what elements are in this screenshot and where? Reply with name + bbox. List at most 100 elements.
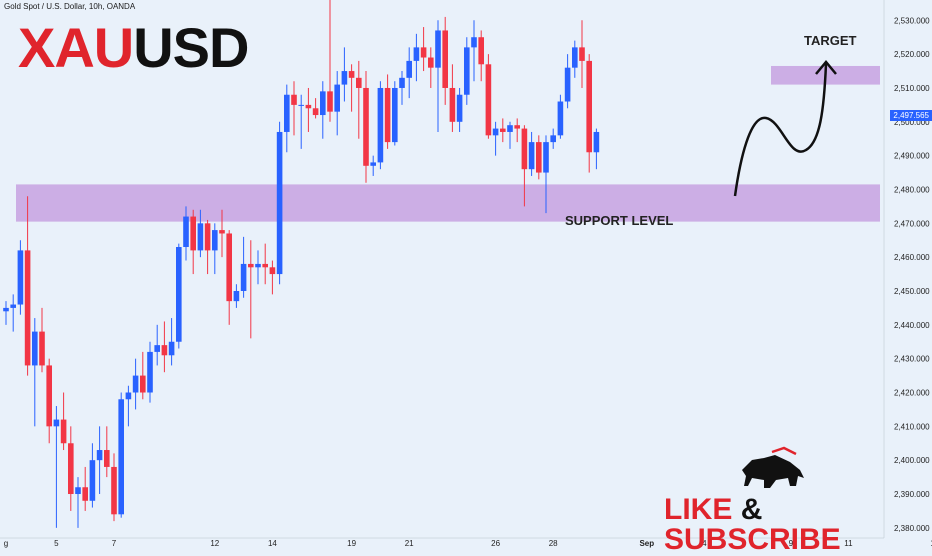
candle-body [536,142,542,173]
candle-body [10,304,16,308]
candle-body [240,263,247,291]
x-tick-label: 14 [268,539,277,548]
x-tick-label: Sep [639,539,654,548]
y-tick-label: 2,390.000 [894,490,930,499]
candle-body [276,131,283,275]
candle-body [543,142,549,173]
candle-body [514,125,520,129]
target-label: TARGET [804,33,857,48]
support-level-label: SUPPORT LEVEL [565,213,674,228]
x-tick-label: 5 [54,539,59,548]
candle-body [17,250,24,305]
candle-body [212,230,218,251]
candle-body [233,290,240,302]
candle-body [305,104,312,109]
bull-icon-accent [771,446,797,456]
candle-body [356,77,362,88]
candle-body [370,162,376,166]
candle-body [147,351,153,393]
candle-body [456,94,463,122]
candle-body [579,47,585,61]
logo-part-xau: XAU [18,16,134,79]
y-tick-label: 2,380.000 [894,524,930,533]
candle-body [464,47,470,95]
candle-body [564,67,571,102]
candle-body [348,71,355,78]
bull-icon [742,455,804,488]
x-tick-label: 9 [789,539,794,548]
y-tick-label: 2,470.000 [894,219,930,228]
candle-body [68,443,74,495]
y-tick-label: 2,410.000 [894,422,930,431]
candle-body [3,307,9,312]
candle-body [284,94,290,132]
candle-body [557,101,564,136]
candle-body [334,84,340,112]
candle-body [176,247,182,342]
candle-body [140,375,146,393]
candle-body [226,233,232,302]
candle-body [132,375,139,393]
candle-body [291,94,297,105]
candle-body [46,365,52,427]
cta-subscribe: SUBSCRIBE [664,523,841,556]
candle-body [39,331,45,366]
candle-body [53,419,60,427]
candle-body [593,131,600,153]
candle-body [111,466,117,515]
candle-body [262,263,268,268]
candle-body [442,30,448,88]
candle-body [521,128,528,170]
candle-body [219,230,225,234]
candle-body [104,450,110,467]
candle-body [435,30,441,68]
x-tick-label: 4 [702,539,707,548]
instrument-title: Gold Spot / U.S. Dollar, 10h, OANDA [4,2,136,11]
y-tick-label: 2,430.000 [894,355,930,364]
candle-body [89,460,96,501]
candle-body [320,91,326,116]
candle-body [60,419,67,444]
y-tick-label: 2,450.000 [894,287,930,296]
symbol-logo: XAUUSD [18,20,249,76]
y-tick-label: 2,500.000 [894,118,930,127]
candle-body [471,37,477,48]
candle-body [528,142,535,170]
candle-body [327,91,333,112]
candle-body [161,345,168,356]
candle-body [298,104,304,106]
y-tick-label: 2,440.000 [894,321,930,330]
cta-ampersand: & [740,493,763,526]
candle-body [377,87,384,163]
y-tick-label: 2,480.000 [894,185,930,194]
candle-body [500,128,506,132]
candle-body [384,87,391,143]
x-tick-label: 21 [405,539,414,548]
like-subscribe-banner: LIKE & SUBSCRIBE [664,495,932,555]
current-price-badge: 2,497.565 [890,110,932,121]
candle-body [478,37,484,65]
x-tick-label: 28 [549,539,558,548]
candle-body [24,250,31,366]
y-tick-label: 2,420.000 [894,389,930,398]
candle-body [572,47,578,68]
y-tick-label: 2,530.000 [894,16,930,25]
projection-arrowhead [815,60,837,75]
x-tick-label: 19 [347,539,356,548]
candle-body [363,87,369,166]
y-tick-label: 2,460.000 [894,253,930,262]
candle-body [413,47,420,61]
candle-body [32,331,38,366]
candle-body [550,135,556,143]
candle-body [125,392,132,400]
candle-body [420,47,427,58]
candle-body [168,341,175,356]
candle-body [269,267,276,275]
candle-body [406,60,412,78]
candle-body [75,487,81,495]
candle-body [492,128,499,136]
y-tick-label: 2,510.000 [894,84,930,93]
support-zone [16,184,880,222]
candle-body [586,60,592,153]
